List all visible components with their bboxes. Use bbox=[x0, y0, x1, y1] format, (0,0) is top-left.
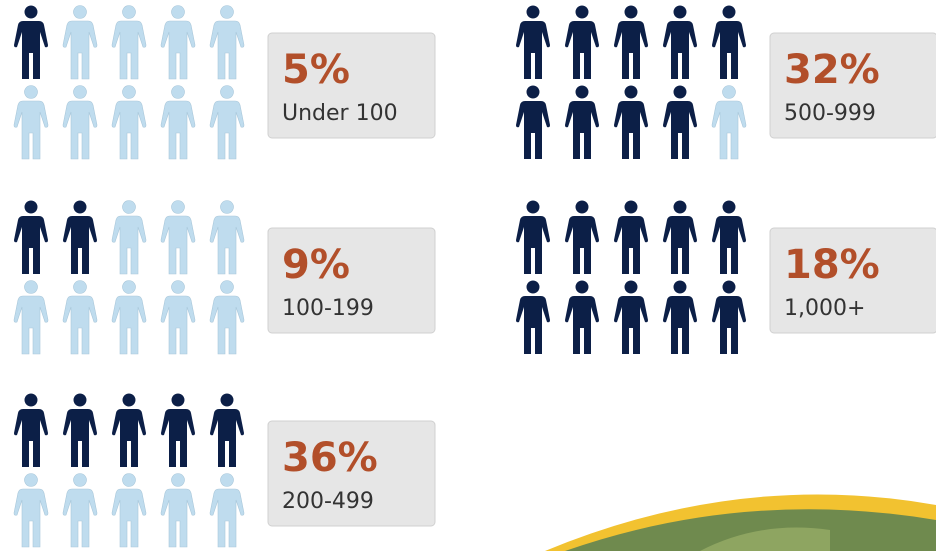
percent-label: 5% bbox=[282, 47, 350, 93]
category-label: 200-499 bbox=[282, 489, 374, 514]
person-icon bbox=[63, 393, 97, 467]
person-icon bbox=[111, 280, 147, 355]
label-box bbox=[769, 32, 936, 139]
person-icon bbox=[111, 85, 147, 160]
person-icon bbox=[62, 280, 98, 355]
group: 9% 100-199 bbox=[13, 200, 436, 355]
person-icon bbox=[663, 200, 697, 274]
person-icon bbox=[160, 473, 196, 548]
person-icon bbox=[13, 280, 49, 355]
group: 36% 200-499 bbox=[13, 393, 436, 548]
percent-label: 36% bbox=[282, 435, 378, 481]
person-icon bbox=[62, 85, 98, 160]
label-box bbox=[769, 227, 936, 334]
person-icon bbox=[14, 5, 48, 79]
person-icon bbox=[516, 200, 550, 274]
person-icon bbox=[711, 85, 747, 160]
group: 32% 500-999 bbox=[516, 5, 936, 160]
person-icon bbox=[614, 280, 648, 354]
person-icon bbox=[62, 473, 98, 548]
person-icon bbox=[712, 200, 746, 274]
person-icon bbox=[712, 5, 746, 79]
person-icon bbox=[516, 5, 550, 79]
percent-label: 9% bbox=[282, 242, 350, 288]
person-icon bbox=[663, 85, 697, 159]
person-icon bbox=[663, 280, 697, 354]
person-icon bbox=[614, 200, 648, 274]
person-icon bbox=[209, 5, 245, 80]
person-icon bbox=[111, 5, 147, 80]
person-icon bbox=[209, 200, 245, 275]
person-icon bbox=[13, 473, 49, 548]
person-icon bbox=[565, 85, 599, 159]
person-icon bbox=[111, 200, 147, 275]
person-icon bbox=[160, 200, 196, 275]
person-icon bbox=[209, 473, 245, 548]
category-label: 100-199 bbox=[282, 296, 374, 321]
category-label: 1,000+ bbox=[784, 296, 865, 321]
person-icon bbox=[112, 393, 146, 467]
person-icon bbox=[14, 200, 48, 274]
percent-label: 32% bbox=[784, 47, 880, 93]
person-icon bbox=[614, 85, 648, 159]
person-icon bbox=[13, 85, 49, 160]
person-icon bbox=[209, 280, 245, 355]
person-icon bbox=[160, 5, 196, 80]
person-icon bbox=[565, 280, 599, 354]
person-icon bbox=[111, 473, 147, 548]
label-box bbox=[267, 420, 436, 527]
person-icon bbox=[663, 5, 697, 79]
person-icon bbox=[516, 85, 550, 159]
category-label: Under 100 bbox=[282, 101, 398, 126]
label-box bbox=[267, 32, 436, 139]
person-icon bbox=[161, 393, 195, 467]
person-icon bbox=[712, 280, 746, 354]
percent-label: 18% bbox=[784, 242, 880, 288]
person-icon bbox=[14, 393, 48, 467]
group: 18% 1,000+ bbox=[516, 200, 936, 354]
label-box bbox=[267, 227, 436, 334]
person-icon bbox=[209, 85, 245, 160]
decor-arc bbox=[545, 494, 936, 551]
person-icon bbox=[62, 5, 98, 80]
person-icon bbox=[516, 280, 550, 354]
person-icon bbox=[210, 393, 244, 467]
person-icon bbox=[63, 200, 97, 274]
group: 5% Under 100 bbox=[13, 5, 436, 160]
person-icon bbox=[160, 85, 196, 160]
category-label: 500-999 bbox=[784, 101, 876, 126]
person-icon bbox=[614, 5, 648, 79]
person-icon bbox=[160, 280, 196, 355]
person-icon bbox=[565, 200, 599, 274]
person-icon bbox=[565, 5, 599, 79]
